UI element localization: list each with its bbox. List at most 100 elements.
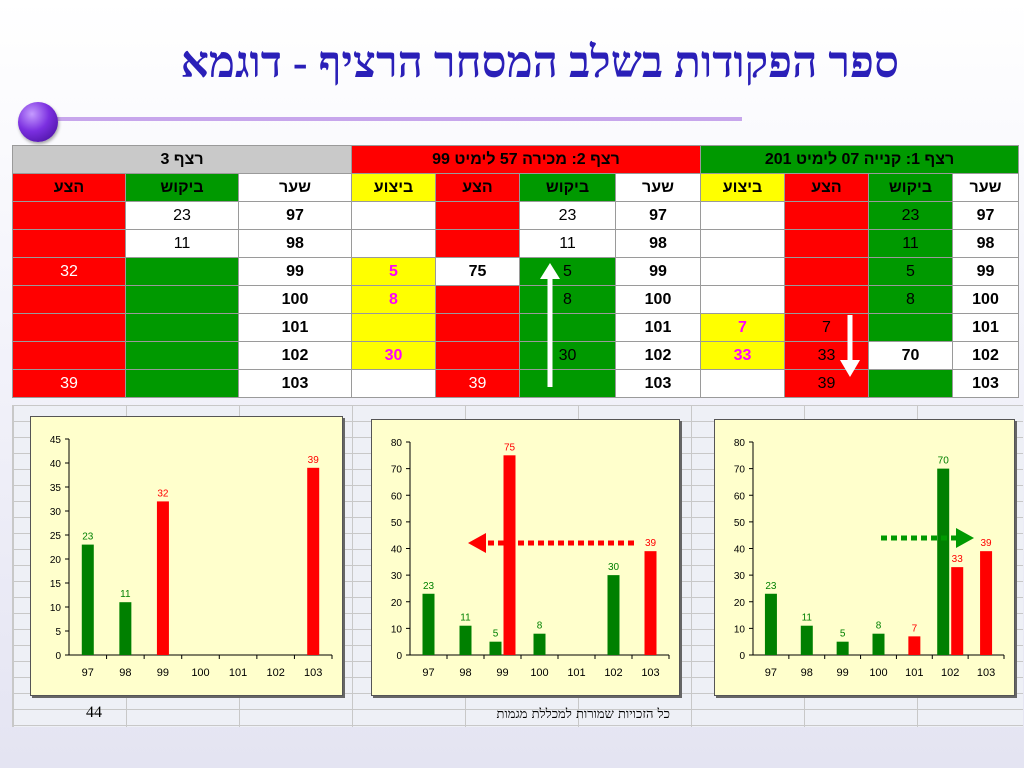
data-label: 23 bbox=[82, 532, 94, 543]
seq2-bid-header: ביקוש bbox=[519, 173, 616, 202]
data-label: 11 bbox=[120, 589, 131, 600]
y-tick-label: 10 bbox=[50, 603, 62, 614]
y-tick-label: 40 bbox=[734, 545, 746, 556]
table-row: 11 98 11 98 11 98 bbox=[12, 229, 1019, 258]
y-tick-label: 60 bbox=[734, 491, 746, 502]
seq1-bid-cell: 5 bbox=[868, 257, 953, 286]
table-row: 23 97 23 97 23 97 bbox=[12, 201, 1019, 230]
seq2-price-cell: 102 bbox=[615, 341, 701, 370]
bar bbox=[908, 636, 921, 655]
seq1-ask-cell: 39 bbox=[784, 369, 869, 398]
seq2-exec-cell: 8 bbox=[351, 285, 436, 314]
seq1-price-cell: 99 bbox=[952, 257, 1019, 286]
chart-seq2-svg: 0 10 20 30 40 50 60 70 80 97 98 99 100 101 102 103 23 11 5… bbox=[391, 438, 670, 679]
bar bbox=[156, 501, 169, 655]
y-tick-label: 0 bbox=[396, 651, 402, 662]
bar bbox=[836, 641, 849, 655]
seq1-price-cell: 98 bbox=[952, 229, 1019, 258]
x-tick-label: 103 bbox=[304, 667, 322, 679]
seq3-bid-cell bbox=[125, 369, 239, 398]
seq2-exec-cell bbox=[351, 369, 436, 398]
data-label: 8 bbox=[537, 621, 543, 632]
x-tick-label: 100 bbox=[869, 667, 887, 679]
left-arrow-icon bbox=[468, 533, 486, 553]
seq1-bid-cell: 23 bbox=[868, 201, 953, 230]
seq3-price-cell: 100 bbox=[238, 285, 352, 314]
seq3-bid-cell: 11 bbox=[125, 229, 239, 258]
order-book-rows: 23 97 23 97 23 97 11 98 11 98 11 98 32 99 5 75 5 99 5 99 100… bbox=[12, 201, 1019, 398]
data-label: 11 bbox=[460, 613, 471, 624]
data-label: 8 bbox=[876, 621, 882, 632]
seq1-price-cell: 97 bbox=[952, 201, 1019, 230]
seq1-price-cell: 103 bbox=[952, 369, 1019, 398]
seq1-price-cell: 102 bbox=[952, 341, 1019, 370]
bar bbox=[307, 467, 320, 655]
y-tick-label: 30 bbox=[391, 571, 403, 582]
bar bbox=[800, 625, 813, 655]
seq2-ask-cell: 39 bbox=[435, 369, 520, 398]
x-tick-label: 102 bbox=[604, 667, 622, 679]
order-book-table: רצף 3 רצף 2: מכירה 57 לימיט 99 רצף 1: קנ… bbox=[12, 145, 1019, 398]
seq1-header: רצף 1: קנייה 07 לימיט 201 bbox=[700, 145, 1019, 174]
seq3-ask-cell bbox=[12, 229, 126, 258]
seq3-ask-cell bbox=[12, 341, 126, 370]
seq3-bid-cell bbox=[125, 257, 239, 286]
table-row: 32 99 5 75 5 99 5 99 bbox=[12, 257, 1019, 286]
x-tick-label: 101 bbox=[229, 667, 247, 679]
slide-title: ספר הפקודות בשלב המסחר הרציף - דוגמא bbox=[180, 38, 899, 87]
right-arrow-icon bbox=[956, 528, 974, 548]
y-tick-label: 15 bbox=[50, 579, 62, 590]
y-tick-label: 40 bbox=[50, 459, 62, 470]
decorative-ball-icon bbox=[18, 102, 58, 142]
seq3-ask-header: הצע bbox=[12, 173, 126, 202]
x-tick-label: 102 bbox=[941, 667, 959, 679]
seq3-price-header: שער bbox=[238, 173, 352, 202]
bar bbox=[459, 625, 472, 655]
seq3-ask-cell bbox=[12, 313, 126, 342]
seq1-exec-cell bbox=[700, 369, 785, 398]
x-tick-label: 97 bbox=[765, 667, 777, 679]
seq1-bid-cell bbox=[868, 313, 953, 342]
seq1-ask-cell bbox=[784, 201, 869, 230]
seq1-bid-cell: 70 bbox=[868, 341, 953, 370]
down-arrow-icon bbox=[840, 315, 860, 377]
seq1-price-cell: 101 bbox=[952, 313, 1019, 342]
bar bbox=[764, 593, 777, 655]
y-tick-label: 10 bbox=[734, 624, 746, 635]
data-label: 39 bbox=[981, 538, 993, 549]
seq2-ask-header: הצע bbox=[435, 173, 520, 202]
y-tick-label: 5 bbox=[55, 627, 61, 638]
chart-seq1-svg: 0 10 20 30 40 50 60 70 80 97 98 99 100 101 102 103 23 11 5… bbox=[734, 438, 1005, 679]
seq3-bid-cell bbox=[125, 341, 239, 370]
data-label: 7 bbox=[912, 623, 918, 634]
seq2-price-cell: 100 bbox=[615, 285, 701, 314]
y-tick-label: 30 bbox=[734, 571, 746, 582]
seq2-bid-cell: 5 bbox=[519, 257, 616, 286]
x-tick-label: 97 bbox=[422, 667, 434, 679]
seq2-ask-cell bbox=[435, 341, 520, 370]
seq1-ask-cell: 7 bbox=[784, 313, 869, 342]
seq1-exec-cell bbox=[700, 257, 785, 286]
y-tick-label: 20 bbox=[50, 555, 62, 566]
bar bbox=[489, 641, 502, 655]
seq3-price-cell: 97 bbox=[238, 201, 352, 230]
seq1-ask-cell bbox=[784, 257, 869, 286]
data-label: 33 bbox=[952, 554, 964, 565]
seq1-exec-header: ביצוע bbox=[700, 173, 785, 202]
seq3-ask-cell: 39 bbox=[12, 369, 126, 398]
seq2-bid-cell: 11 bbox=[519, 229, 616, 258]
up-arrow-icon bbox=[540, 263, 560, 387]
table-row: 39 103 39 103 39 103 bbox=[12, 369, 1019, 398]
y-tick-label: 0 bbox=[739, 651, 745, 662]
y-tick-label: 50 bbox=[734, 518, 746, 529]
x-tick-label: 98 bbox=[801, 667, 813, 679]
seq3-header: רצף 3 bbox=[12, 145, 352, 174]
x-tick-label: 103 bbox=[977, 667, 995, 679]
seq2-bid-cell bbox=[519, 313, 616, 342]
chart-seq1: 0 10 20 30 40 50 60 70 80 97 98 99 100 101 102 103 23 11 5… bbox=[714, 419, 1015, 696]
seq2-ask-cell bbox=[435, 313, 520, 342]
data-label: 32 bbox=[157, 488, 169, 499]
x-tick-label: 99 bbox=[496, 667, 508, 679]
chart-seq3-svg: 0 5 10 15 20 25 30 35 40 45 97 98 99 100 101 102 103 23 11… bbox=[50, 435, 333, 679]
table-row: 102 30 30 102 33 33 70 102 bbox=[12, 341, 1019, 370]
